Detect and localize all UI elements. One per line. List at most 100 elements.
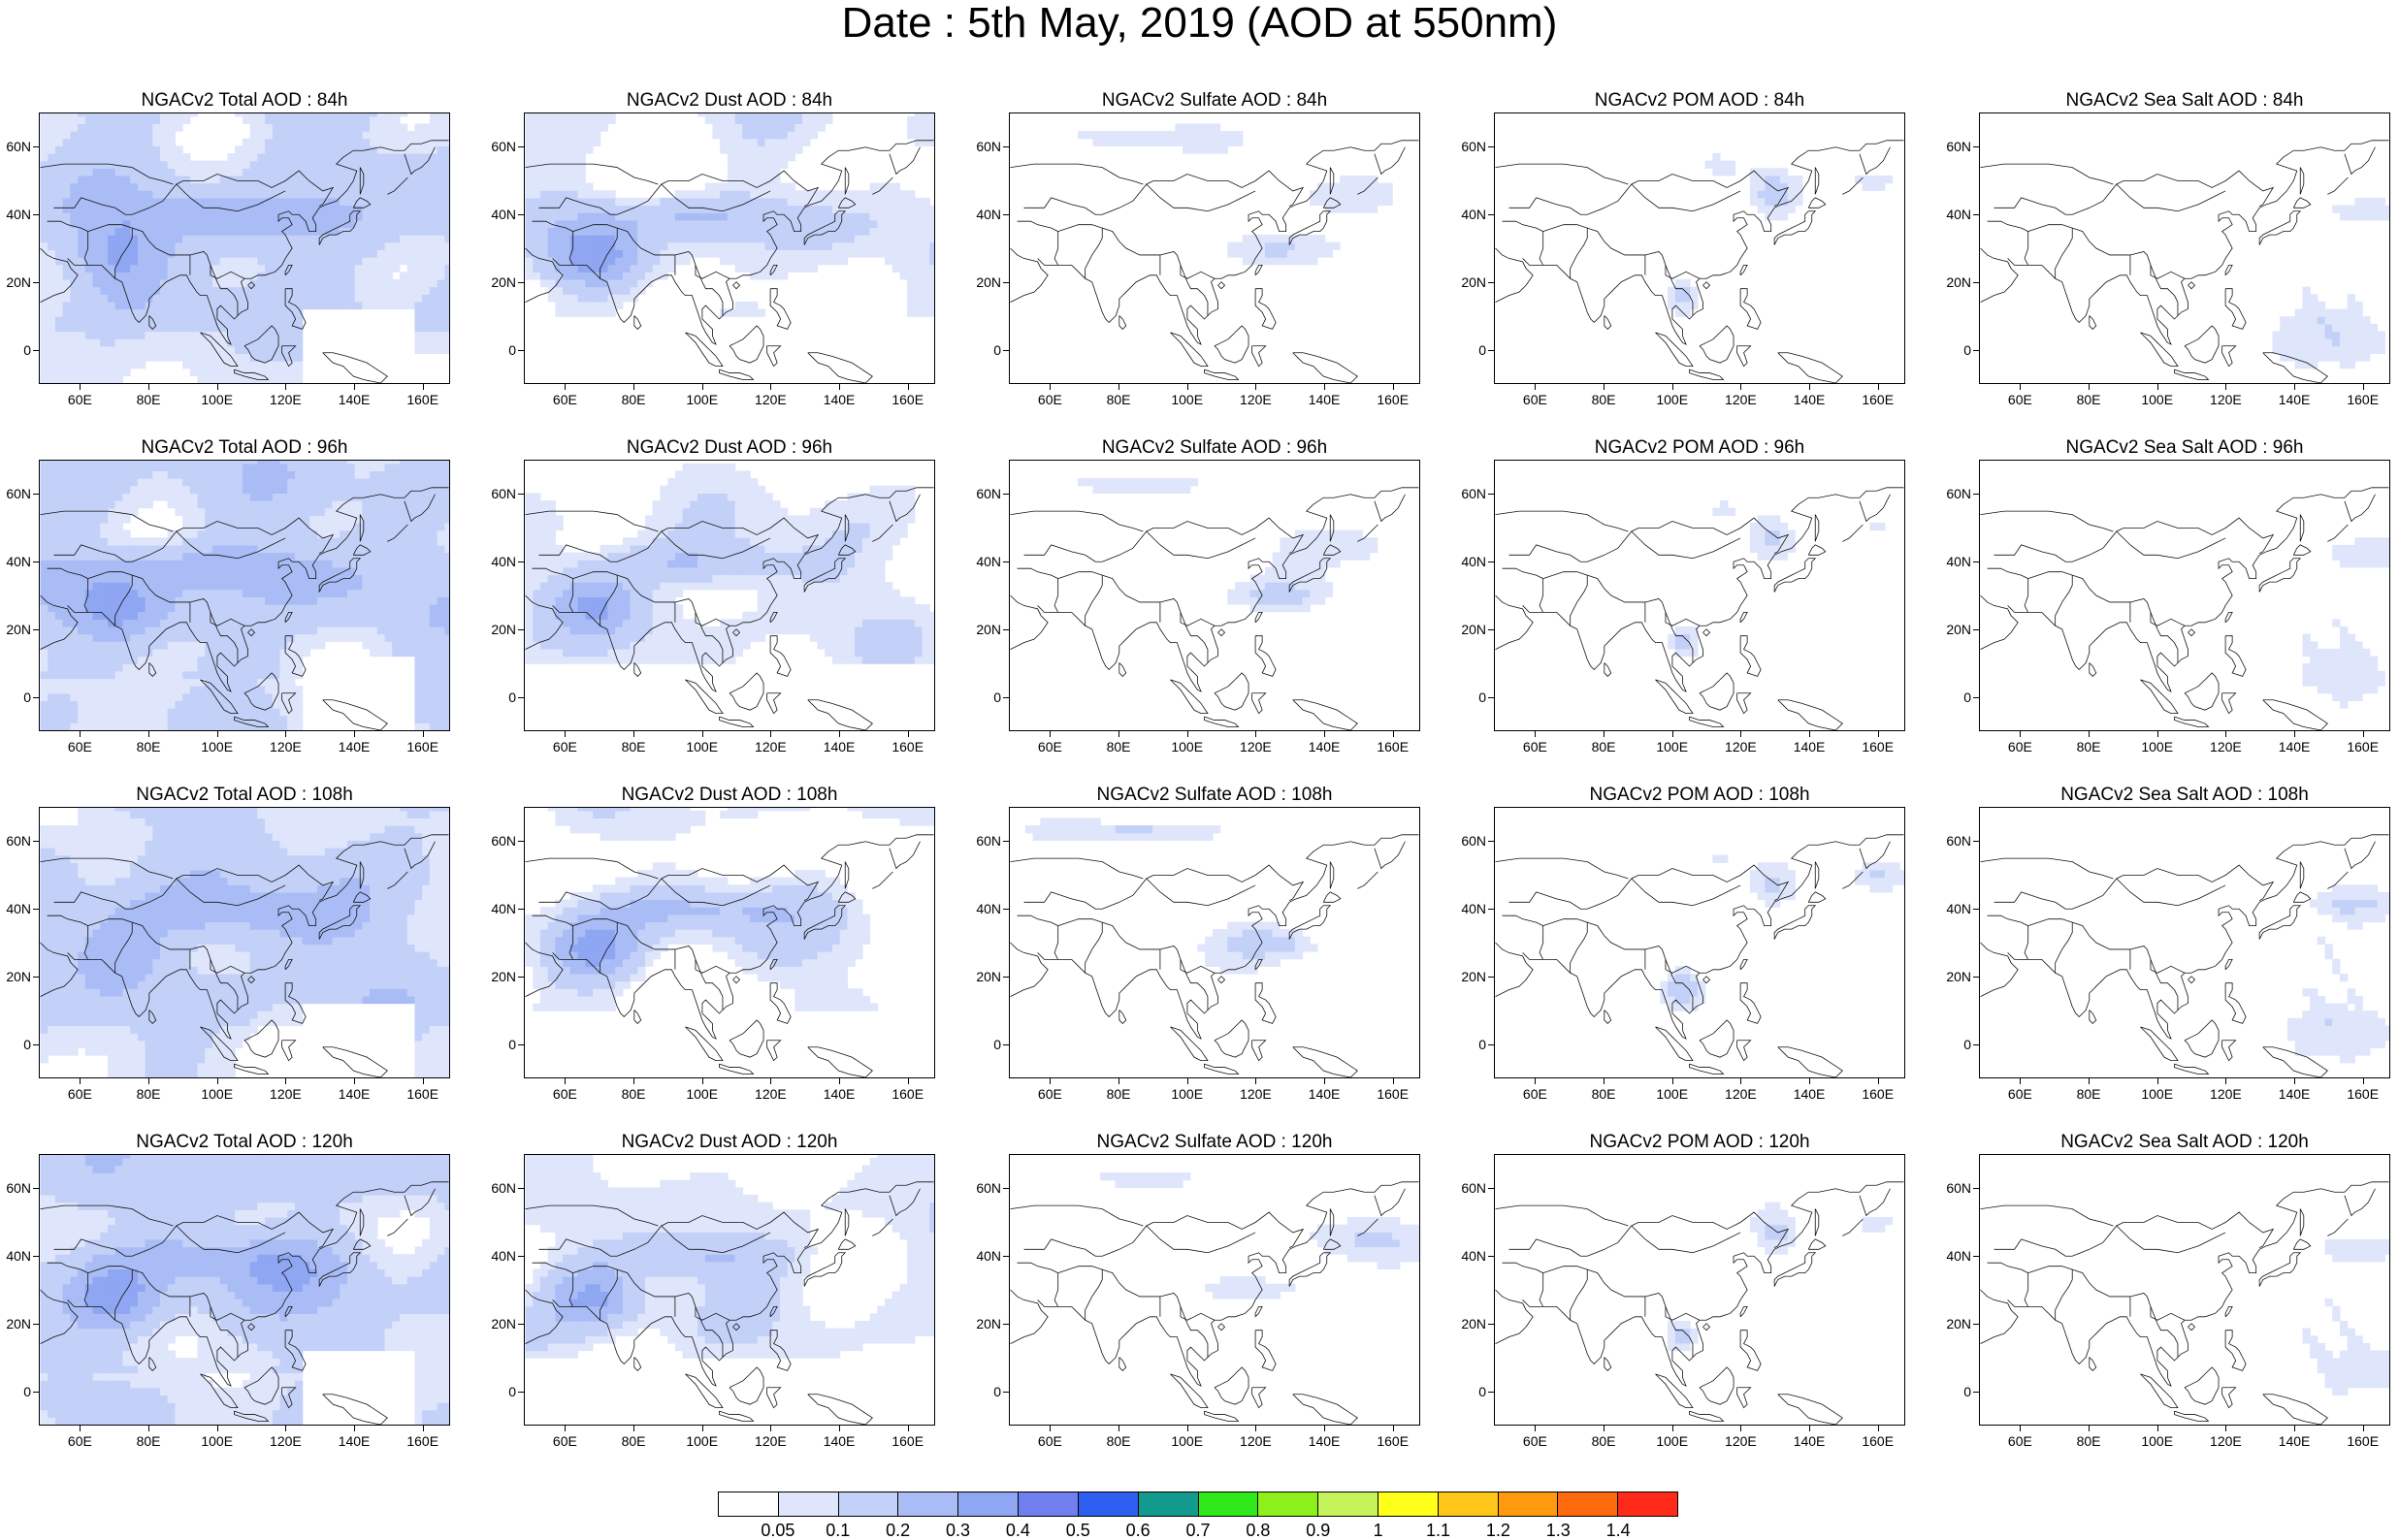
aod-cell <box>130 589 139 597</box>
aod-cell <box>309 515 318 524</box>
aod-cell <box>1884 175 1894 184</box>
aod-cell <box>437 145 445 154</box>
aod-cell <box>122 345 131 355</box>
aod-cell <box>92 485 101 494</box>
aod-cell <box>309 611 318 620</box>
aod-cell <box>652 212 662 221</box>
aod-cell <box>54 648 64 658</box>
aod-cell <box>54 241 64 250</box>
aod-cell <box>309 633 318 642</box>
aod-cell <box>794 145 803 154</box>
aod-cell <box>92 611 101 620</box>
aod-cell <box>227 278 236 288</box>
aod-cell <box>54 190 64 199</box>
aod-cell <box>615 278 624 288</box>
aod-cell <box>137 197 146 207</box>
aod-cell <box>265 656 274 664</box>
aod-cell <box>130 197 139 207</box>
aod-cell <box>1779 212 1789 221</box>
aod-cell <box>212 168 221 176</box>
aod-cell <box>235 663 243 672</box>
aod-cell <box>219 619 229 627</box>
aod-cell <box>257 619 266 627</box>
aod-cell <box>370 522 378 531</box>
aod-cell <box>287 633 296 642</box>
aod-cell <box>384 544 393 554</box>
aod-cell <box>1310 249 1318 258</box>
aod-cell <box>422 316 431 325</box>
aod-cell <box>84 722 94 730</box>
aod-cell <box>272 145 281 154</box>
aod-cell <box>205 308 213 317</box>
aod-cell <box>1340 190 1348 199</box>
aod-cell <box>227 272 236 280</box>
aod-cell <box>354 493 364 501</box>
aod-cell <box>317 552 326 561</box>
aod-cell <box>70 308 79 317</box>
aod-cell <box>309 589 318 597</box>
aod-cell <box>100 596 109 605</box>
aod-cell <box>137 249 146 258</box>
aod-cell <box>802 123 811 132</box>
aod-cell <box>585 115 594 125</box>
aod-cell <box>1310 197 1318 207</box>
aod-cell <box>78 485 86 494</box>
aod-cell <box>593 227 601 236</box>
aod-cell <box>525 190 534 199</box>
aod-cell <box>802 115 811 125</box>
aod-cell <box>555 153 564 162</box>
aod-cell <box>757 115 766 125</box>
aod-cell <box>422 249 431 258</box>
aod-cell <box>1704 160 1713 169</box>
aod-cell <box>54 249 64 258</box>
aod-cell <box>212 294 221 303</box>
aod-cell <box>607 264 616 273</box>
aod-cell <box>370 633 378 642</box>
aod-cell <box>175 145 183 154</box>
aod-cell <box>742 123 751 132</box>
aod-cell <box>869 182 878 191</box>
aod-cell <box>257 175 266 184</box>
aod-cell <box>272 507 281 516</box>
aod-cell <box>429 316 438 325</box>
aod-cell <box>114 670 123 680</box>
aod-cell <box>175 641 183 650</box>
aod-cell <box>152 463 161 472</box>
aod-cell <box>212 619 221 627</box>
aod-cell <box>235 493 243 501</box>
aod-cell <box>62 115 71 125</box>
coastline <box>2224 264 2233 276</box>
aod-cell <box>1272 249 1281 258</box>
aod-cell <box>145 257 153 266</box>
aod-cell <box>332 596 340 605</box>
coastline <box>837 197 857 209</box>
aod-cell <box>600 272 608 280</box>
aod-cell <box>167 619 177 627</box>
aod-cell <box>108 722 116 730</box>
aod-cell <box>54 619 64 627</box>
aod-cell <box>279 641 288 650</box>
aod-cell <box>40 368 49 376</box>
aod-cell <box>899 249 908 258</box>
aod-cell <box>354 301 364 310</box>
aod-cell <box>189 589 199 597</box>
aod-cell <box>1324 205 1334 213</box>
aod-cell <box>48 145 56 154</box>
aod-cell <box>122 113 131 117</box>
aod-cell <box>399 619 408 627</box>
aod-cell <box>294 115 304 125</box>
aod-cell <box>332 241 340 250</box>
aod-cell <box>114 582 123 591</box>
aod-cell <box>219 692 229 702</box>
aod-cell <box>122 633 131 642</box>
aod-cell <box>392 241 401 250</box>
aod-cell <box>922 115 930 125</box>
aod-cell <box>645 235 654 243</box>
aod-cell <box>114 722 123 730</box>
aod-cell <box>205 722 213 730</box>
aod-cell <box>242 507 251 516</box>
aod-cell <box>287 264 296 273</box>
aod-cell <box>84 113 94 117</box>
aod-cell <box>422 153 431 162</box>
aod-cell <box>340 294 348 303</box>
